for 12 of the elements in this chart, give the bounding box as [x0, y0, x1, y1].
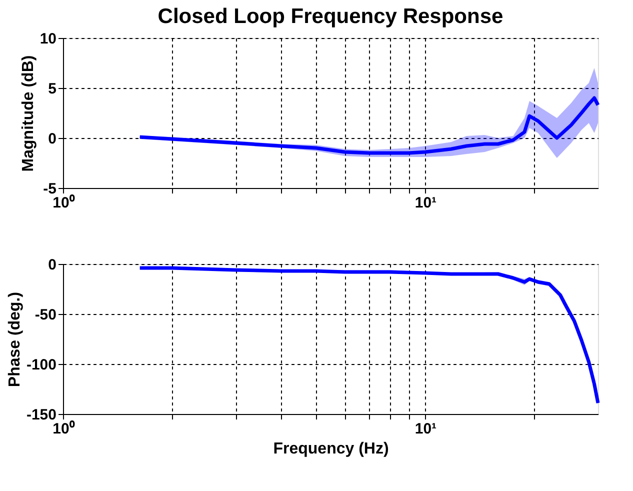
y-axis-title: Magnitude (dB)	[20, 55, 37, 172]
x-axis-title: Frequency (Hz)	[273, 440, 389, 458]
y-tick-label: 5	[48, 80, 56, 98]
x-tick-label: 10¹	[414, 194, 437, 212]
y-tick-label: -100	[26, 356, 56, 374]
y-tick-label: 10	[40, 30, 56, 48]
y-tick-label: 0	[48, 130, 56, 148]
y-tick-label: -50	[34, 306, 56, 324]
y-tick-label: 0	[48, 256, 56, 274]
chart-title: Closed Loop Frequency Response	[158, 5, 504, 28]
x-tick-label: 10¹	[414, 420, 437, 438]
y-axis-title: Phase (deg.)	[6, 292, 24, 388]
